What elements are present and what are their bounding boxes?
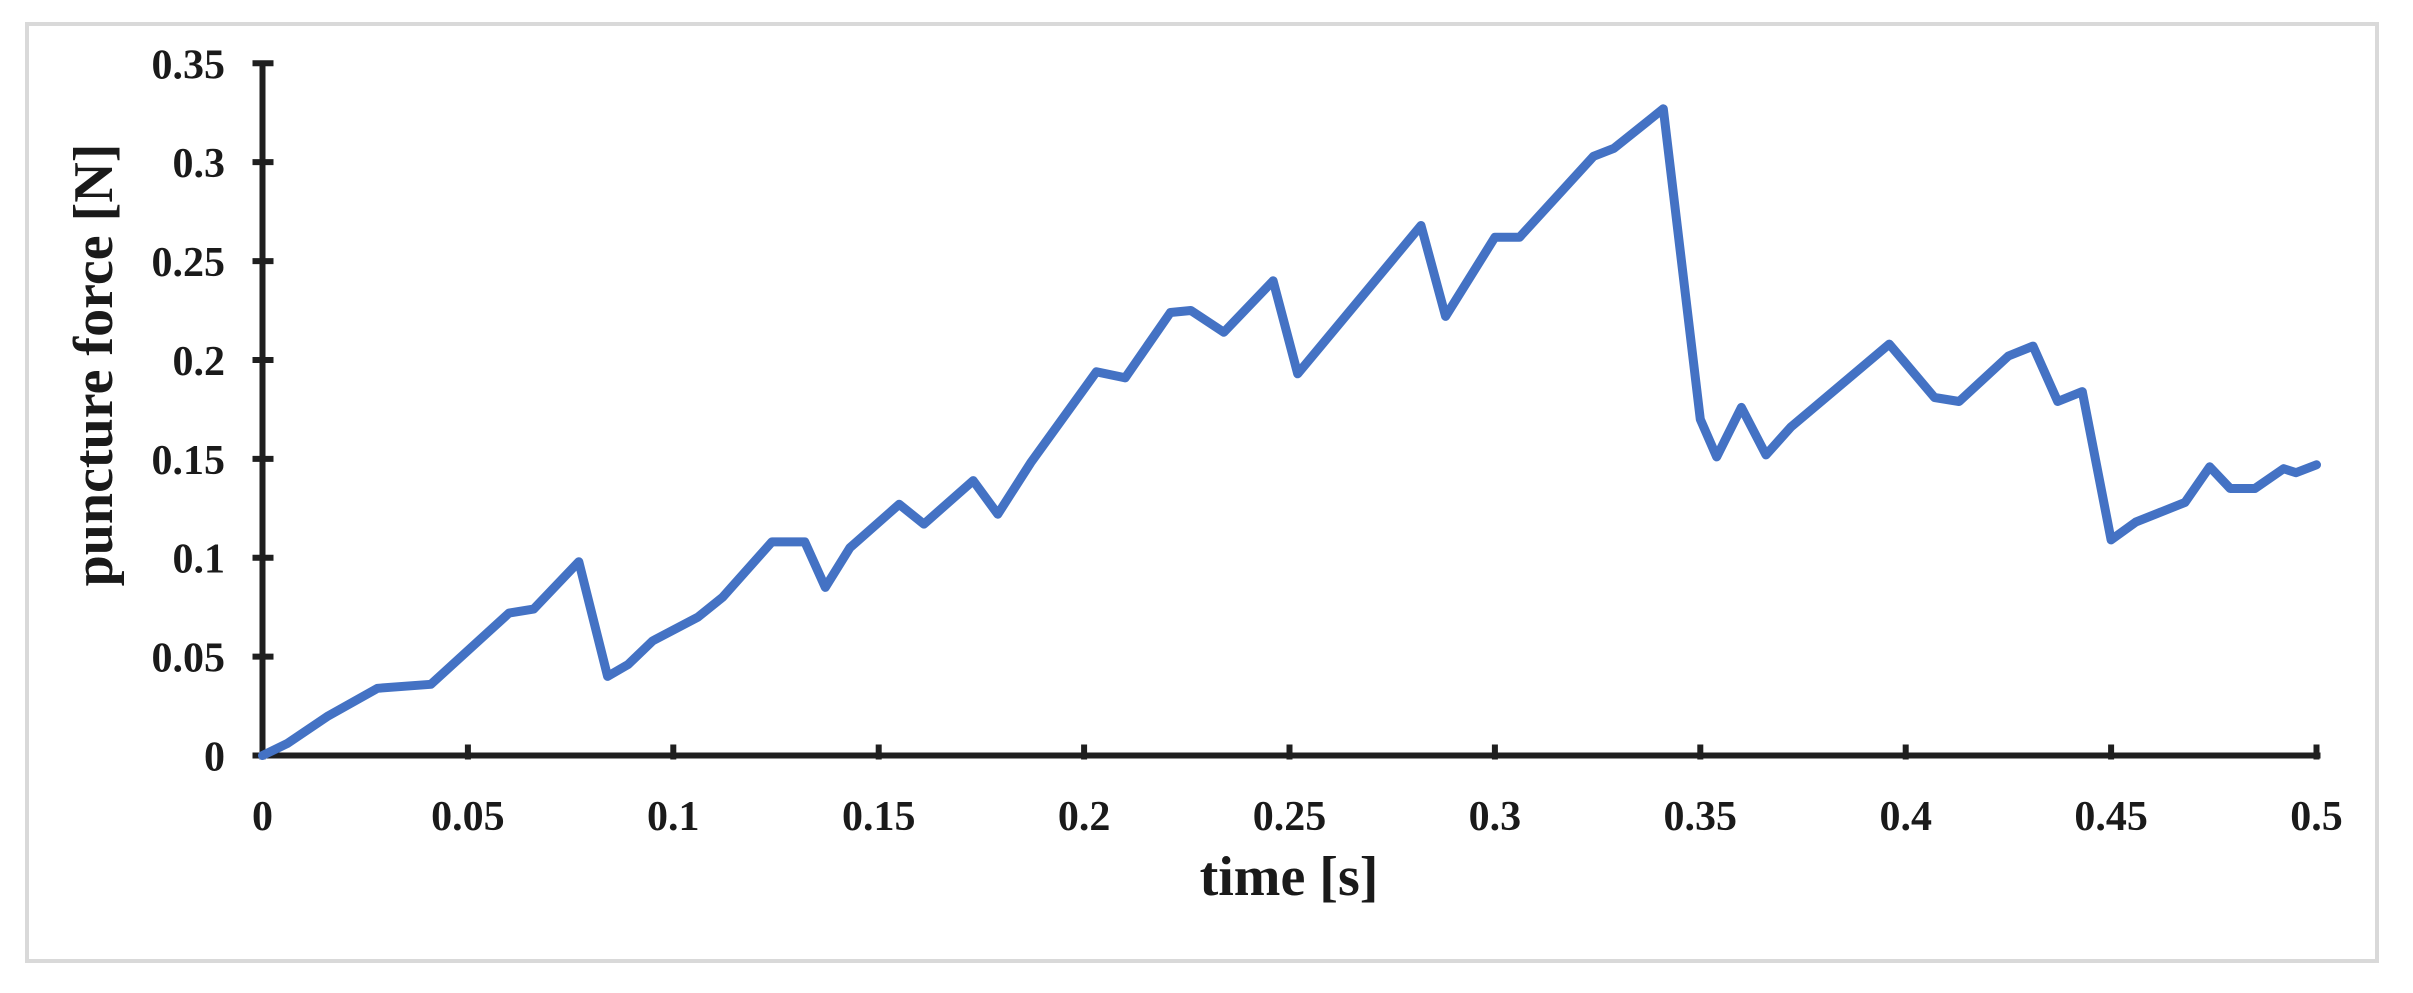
x-tick-label: 0.35: [1664, 794, 1738, 840]
x-axis-ticks: 0 0.05 0.1 0.15 0.2 0.25 0.3 0.35 0.4 0.45 0.5: [252, 744, 2343, 840]
y-tick-label: 0.1: [173, 537, 226, 583]
y-tick-label: 0: [204, 735, 225, 781]
y-axis-ticks: 0 0.05 0.1 0.15 0.2 0.25 0.3 0.35: [152, 42, 274, 781]
y-tick-label: 0.3: [173, 141, 226, 187]
figure-border-frame: [25, 22, 2379, 963]
x-tick-label: 0.45: [2074, 794, 2148, 840]
series-line-puncture-force: [258, 104, 2321, 760]
x-tick-label: 0.15: [842, 794, 916, 840]
y-axis-title: puncture force [N]: [63, 144, 125, 587]
x-tick-label: 0.5: [2290, 794, 2343, 840]
x-tick-label: 0.25: [1253, 794, 1327, 840]
axes: [259, 61, 2321, 759]
x-tick-label: 0.2: [1058, 794, 1111, 840]
x-tick-label: 0.3: [1469, 794, 1522, 840]
x-tick-label: 0.4: [1879, 794, 1932, 840]
y-tick-label: 0.15: [152, 438, 226, 484]
x-axis-title: time [s]: [1200, 846, 1379, 908]
x-tick-label: 0: [252, 794, 273, 840]
y-tick-label: 0.35: [152, 42, 226, 88]
y-tick-label: 0.25: [152, 240, 226, 286]
x-tick-label: 0.1: [647, 794, 700, 840]
x-tick-label: 0.05: [431, 794, 505, 840]
y-tick-label: 0.05: [152, 636, 226, 682]
y-tick-label: 0.2: [173, 339, 226, 385]
